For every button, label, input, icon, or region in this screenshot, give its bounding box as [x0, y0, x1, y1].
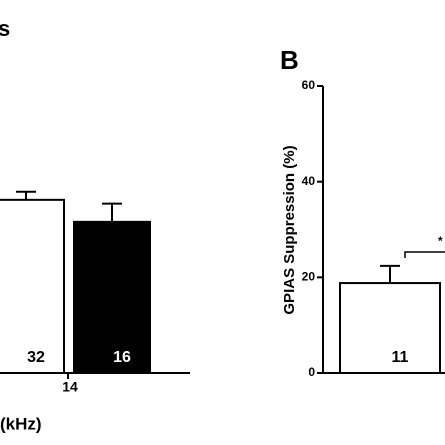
significance-bracket	[404, 251, 445, 258]
y-tick-label: 0	[308, 365, 315, 379]
n-label: 11	[392, 349, 409, 366]
significance-mark: *	[438, 234, 443, 248]
panel-title: B	[280, 45, 299, 75]
panel-title: s	[0, 16, 10, 41]
n-label: 16	[113, 349, 131, 366]
n-label: 32	[27, 349, 45, 366]
y-axis-label: GPIAS Suppression (%)	[281, 145, 298, 314]
x-axis-label: (kHz)	[0, 414, 42, 433]
bar	[73, 220, 151, 374]
y-tick-label: 60	[302, 78, 316, 92]
bar	[0, 198, 65, 374]
y-tick-label: 20	[302, 270, 316, 284]
x-tick-label: 14	[62, 379, 78, 395]
y-tick-label: 40	[302, 174, 316, 188]
bar	[339, 282, 441, 374]
